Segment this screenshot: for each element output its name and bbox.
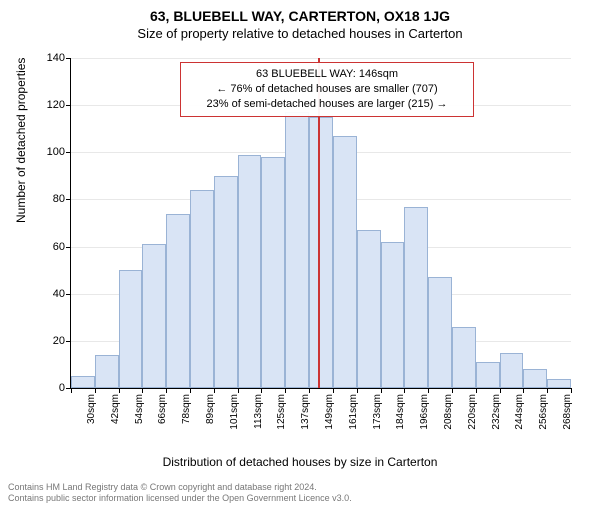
histogram-bar xyxy=(547,379,571,388)
x-tick xyxy=(357,388,358,393)
y-tick-label: 60 xyxy=(25,241,65,253)
x-tick xyxy=(119,388,120,393)
y-tick-label: 140 xyxy=(25,52,65,64)
gridline xyxy=(71,58,571,59)
histogram-bar xyxy=(452,327,476,388)
x-tick-label: 89sqm xyxy=(205,394,216,424)
histogram-bar xyxy=(428,277,452,388)
x-tick-label: 125sqm xyxy=(276,394,287,430)
x-tick xyxy=(428,388,429,393)
histogram-bar xyxy=(71,376,95,388)
histogram-bar xyxy=(333,136,357,388)
y-tick-label: 100 xyxy=(25,146,65,158)
x-tick xyxy=(500,388,501,393)
x-tick-label: 184sqm xyxy=(395,394,406,430)
x-tick-label: 54sqm xyxy=(134,394,145,424)
x-tick-label: 173sqm xyxy=(372,394,383,430)
y-tick xyxy=(66,294,71,295)
chart-area: 02040608010012014030sqm42sqm54sqm66sqm78… xyxy=(70,58,580,428)
histogram-bar xyxy=(190,190,214,388)
chart-title: 63, BLUEBELL WAY, CARTERTON, OX18 1JG xyxy=(0,8,600,24)
x-tick-label: 196sqm xyxy=(419,394,430,430)
x-tick xyxy=(523,388,524,393)
x-tick xyxy=(381,388,382,393)
x-tick-label: 101sqm xyxy=(229,394,240,430)
histogram-bar xyxy=(214,176,238,388)
x-tick-label: 137sqm xyxy=(300,394,311,430)
y-tick-label: 0 xyxy=(25,382,65,394)
y-tick xyxy=(66,341,71,342)
y-tick xyxy=(66,58,71,59)
x-axis-label: Distribution of detached houses by size … xyxy=(0,455,600,469)
histogram-bar xyxy=(500,353,524,388)
y-tick-label: 120 xyxy=(25,99,65,111)
x-tick xyxy=(261,388,262,393)
x-tick-label: 66sqm xyxy=(157,394,168,424)
histogram-bar xyxy=(166,214,190,388)
x-tick xyxy=(95,388,96,393)
x-tick-label: 208sqm xyxy=(443,394,454,430)
y-tick xyxy=(66,199,71,200)
x-tick-label: 161sqm xyxy=(348,394,359,430)
figure: 63, BLUEBELL WAY, CARTERTON, OX18 1JG Si… xyxy=(0,8,600,508)
histogram-bar xyxy=(523,369,547,388)
y-tick-label: 20 xyxy=(25,335,65,347)
y-tick xyxy=(66,152,71,153)
x-tick xyxy=(214,388,215,393)
x-tick-label: 232sqm xyxy=(491,394,502,430)
x-tick-label: 244sqm xyxy=(514,394,525,430)
histogram-bar xyxy=(404,207,428,389)
footer: Contains HM Land Registry data © Crown c… xyxy=(8,482,352,504)
x-tick xyxy=(166,388,167,393)
x-tick-label: 30sqm xyxy=(86,394,97,424)
y-tick-label: 80 xyxy=(25,193,65,205)
x-tick xyxy=(190,388,191,393)
x-tick-label: 149sqm xyxy=(324,394,335,430)
x-tick-label: 220sqm xyxy=(467,394,478,430)
annotation-line-2: ← 76% of detached houses are smaller (70… xyxy=(187,82,467,97)
footer-line-1: Contains HM Land Registry data © Crown c… xyxy=(8,482,352,493)
x-tick xyxy=(547,388,548,393)
annotation-box: 63 BLUEBELL WAY: 146sqm ← 76% of detache… xyxy=(180,62,474,117)
y-tick-label: 40 xyxy=(25,288,65,300)
x-tick xyxy=(285,388,286,393)
histogram-bar xyxy=(357,230,381,388)
chart-subtitle: Size of property relative to detached ho… xyxy=(0,26,600,41)
x-tick-label: 268sqm xyxy=(562,394,573,430)
annotation-line-3: 23% of semi-detached houses are larger (… xyxy=(187,97,467,112)
x-tick xyxy=(142,388,143,393)
histogram-bar xyxy=(95,355,119,388)
x-tick xyxy=(404,388,405,393)
x-tick xyxy=(238,388,239,393)
histogram-bar xyxy=(261,157,285,388)
x-tick xyxy=(309,388,310,393)
annotation-line-1: 63 BLUEBELL WAY: 146sqm xyxy=(187,67,467,82)
x-tick-label: 42sqm xyxy=(110,394,121,424)
histogram-bar xyxy=(285,112,309,388)
y-tick xyxy=(66,247,71,248)
x-tick-label: 113sqm xyxy=(253,394,264,429)
histogram-bar xyxy=(119,270,143,388)
x-tick-label: 78sqm xyxy=(181,394,192,424)
histogram-bar xyxy=(309,117,333,388)
histogram-bar xyxy=(142,244,166,388)
x-tick xyxy=(333,388,334,393)
histogram-bar xyxy=(476,362,500,388)
histogram-bar xyxy=(381,242,405,388)
x-tick xyxy=(476,388,477,393)
x-tick xyxy=(571,388,572,393)
histogram-bar xyxy=(238,155,262,388)
x-tick-label: 256sqm xyxy=(538,394,549,430)
footer-line-2: Contains public sector information licen… xyxy=(8,493,352,504)
x-tick xyxy=(71,388,72,393)
y-tick xyxy=(66,105,71,106)
x-tick xyxy=(452,388,453,393)
